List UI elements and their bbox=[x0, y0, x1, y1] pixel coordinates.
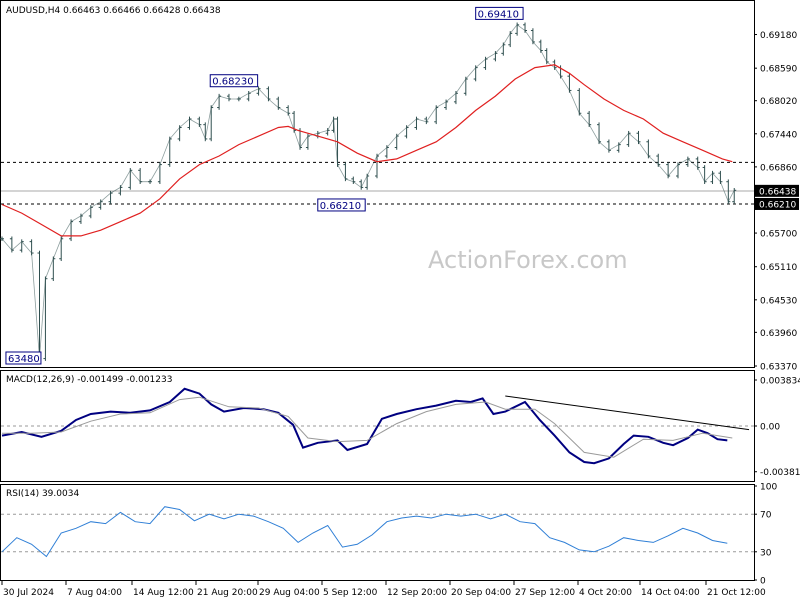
signal-line bbox=[2, 396, 733, 458]
y-tick-label: 0.65110 bbox=[760, 263, 797, 273]
level-tag-label: 0.66210 bbox=[759, 200, 796, 210]
x-tick-label: 27 Sep 12:00 bbox=[515, 588, 575, 598]
price-callout-label: 63480 bbox=[8, 354, 40, 365]
macd-plot-layer bbox=[1, 387, 754, 465]
rsi-line bbox=[1, 506, 728, 558]
y-tick-label: 0.68590 bbox=[760, 65, 797, 75]
y-tick-label: 0.66860 bbox=[760, 163, 797, 173]
y-tick-label: 0.63370 bbox=[760, 363, 797, 373]
x-tick-label: 29 Aug 04:00 bbox=[259, 588, 320, 598]
main-pane bbox=[0, 0, 755, 368]
price-callout-box bbox=[475, 6, 524, 20]
price-callout-box bbox=[5, 351, 42, 365]
rsi-y-tick-label: 0 bbox=[760, 577, 766, 587]
x-tick-label: 14 Oct 04:00 bbox=[641, 588, 700, 598]
moving-average-line bbox=[1, 64, 733, 237]
x-tick-label: 20 Sep 04:00 bbox=[451, 588, 511, 598]
macd-title: MACD(12,26,9) -0.001499 -0.001233 bbox=[6, 375, 172, 385]
macd-y-tick-label: 0.003834 bbox=[760, 376, 800, 386]
macd-y-tick-label: 0.00 bbox=[760, 423, 780, 433]
y-tick-label: 0.64530 bbox=[760, 296, 797, 306]
rsi-y-tick-label: 70 bbox=[760, 511, 772, 521]
price-callout-label: 0.69410 bbox=[478, 9, 519, 20]
rsi-plot-layer bbox=[1, 506, 754, 558]
axes-layer: 0.69180 0.68590 0.68020 0.67440 0.66860 0.664… bbox=[1, 31, 800, 598]
rsi-title: RSI(14) 39.0034 bbox=[6, 489, 79, 499]
x-tick-label: 4 Oct 20:00 bbox=[579, 588, 632, 598]
y-tick-label: 0.67440 bbox=[760, 130, 797, 140]
level-tag-box bbox=[755, 197, 799, 210]
rsi-y-tick-label: 30 bbox=[760, 548, 772, 558]
x-tick-label: 30 Jul 2024 bbox=[3, 588, 54, 598]
rsi-y-tick-label: 100 bbox=[760, 483, 777, 493]
y-tick-label: 0.69180 bbox=[760, 31, 797, 41]
price-callout-box bbox=[317, 198, 366, 212]
x-tick-label: 7 Aug 04:00 bbox=[67, 588, 122, 598]
x-tick-label: 21 Aug 20:00 bbox=[197, 588, 258, 598]
x-tick-label: 5 Sep 12:00 bbox=[323, 588, 378, 598]
price-callout-box bbox=[209, 74, 259, 88]
rsi-pane bbox=[0, 484, 755, 581]
y-tick-label: 0.65700 bbox=[760, 230, 797, 240]
main-title: AUDUSD,H4 0.66463 0.66466 0.66428 0.6643… bbox=[6, 6, 221, 16]
y-tick-label: 0.68020 bbox=[760, 97, 797, 107]
macd-trendline bbox=[505, 395, 750, 431]
y-tick-label: 0.63960 bbox=[760, 329, 797, 339]
x-tick-label: 12 Sep 20:00 bbox=[387, 588, 447, 598]
price-callout-label: 0.68230 bbox=[212, 77, 253, 88]
x-tick-label: 21 Oct 12:00 bbox=[707, 588, 766, 598]
price-series-line bbox=[1, 24, 735, 359]
watermark-text: ActionForex.com bbox=[428, 246, 628, 274]
level-tag-label: 0.66438 bbox=[759, 187, 796, 197]
x-tick-label: 14 Aug 12:00 bbox=[133, 588, 194, 598]
main-plot-layer: 0.68230 0.69410 0.66210 63480 bbox=[0, 6, 754, 365]
macd-line bbox=[1, 387, 728, 465]
level-tag-box bbox=[755, 184, 799, 197]
price-callout-label: 0.66210 bbox=[320, 201, 361, 212]
